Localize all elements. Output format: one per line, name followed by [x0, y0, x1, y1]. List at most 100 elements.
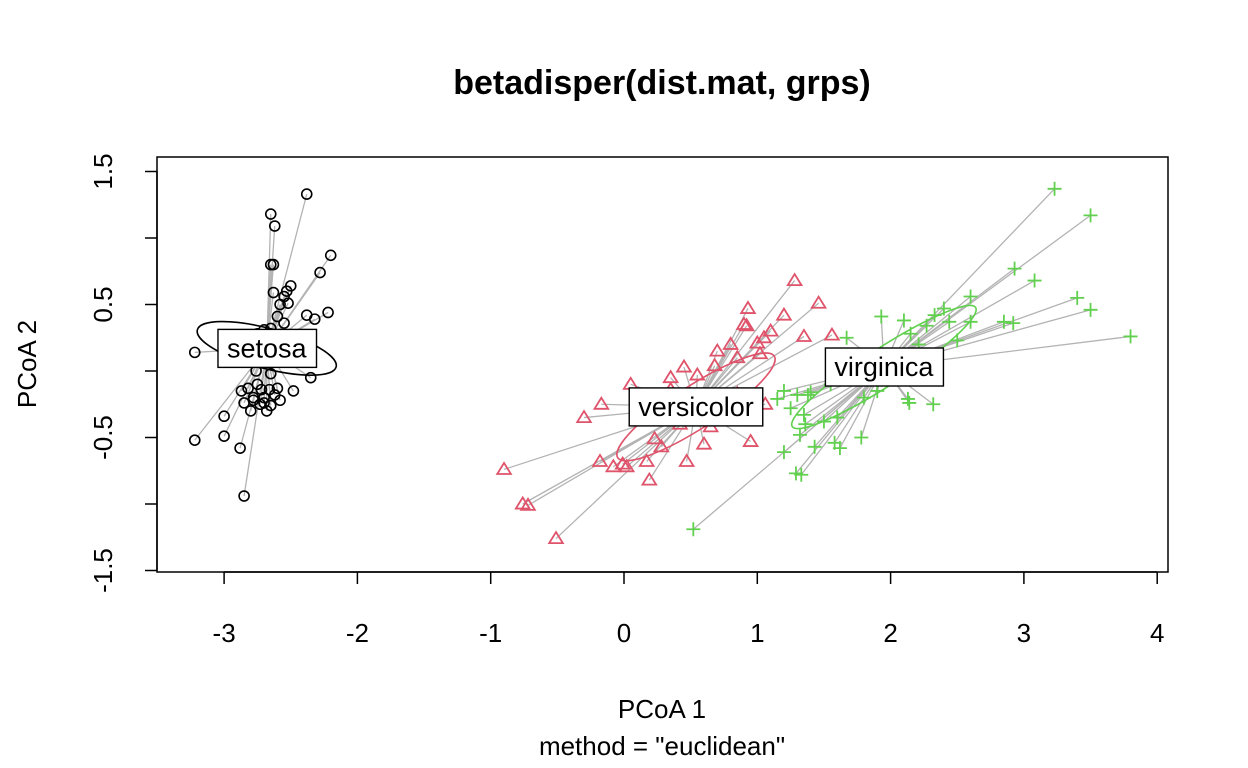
- point-versicolor: [722, 336, 740, 350]
- point-versicolor: [591, 453, 609, 467]
- point-setosa: [255, 383, 268, 396]
- group-label-box: [217, 328, 318, 369]
- point-setosa: [235, 385, 248, 397]
- centroid-segments: [194, 188, 1131, 540]
- point-setosa: [264, 367, 277, 380]
- point-virginica: [1123, 329, 1138, 344]
- point-virginica: [963, 314, 978, 329]
- point-versicolor: [662, 369, 680, 384]
- point-virginica: [936, 301, 951, 316]
- point-setosa: [244, 405, 257, 417]
- y-tick-label: -1.5: [88, 548, 118, 593]
- point-virginica: [790, 387, 805, 402]
- point-versicolor: [706, 357, 724, 372]
- point-versicolor: [755, 329, 773, 344]
- point-virginica: [942, 314, 957, 329]
- group-label-text: setosa: [227, 333, 308, 363]
- point-virginica: [927, 308, 942, 323]
- x-tick-label: 0: [617, 618, 631, 648]
- y-tick-label: 0.5: [88, 286, 118, 322]
- point-virginica: [807, 439, 822, 454]
- point-versicolor: [592, 396, 610, 410]
- point-virginica: [830, 410, 845, 425]
- point-virginica: [1070, 290, 1085, 305]
- point-virginica: [776, 383, 791, 398]
- point-virginica: [783, 401, 798, 416]
- point-virginica: [1027, 273, 1042, 288]
- point-versicolor: [762, 322, 780, 337]
- x-tick-label: 2: [883, 618, 897, 648]
- point-versicolor: [638, 453, 656, 467]
- point-virginica: [856, 390, 871, 405]
- point-versicolor: [646, 430, 664, 445]
- point-virginica: [963, 289, 978, 304]
- point-virginica: [794, 467, 809, 482]
- point-virginica: [1083, 208, 1098, 223]
- point-virginica: [686, 522, 701, 537]
- x-axis: -3 -2 -1 0 1 2 3 4: [213, 571, 1164, 648]
- point-setosa: [238, 490, 250, 502]
- y-tick-label: 1.5: [88, 153, 118, 189]
- y-axis-label: PCoA 2: [12, 320, 42, 408]
- point-setosa: [308, 313, 321, 325]
- point-setosa: [271, 310, 284, 323]
- x-tick-label: 4: [1150, 618, 1164, 648]
- group-label-virginica: virginica: [824, 347, 945, 387]
- point-virginica: [854, 430, 869, 445]
- x-tick-label: 1: [750, 618, 764, 648]
- point-virginica: [770, 391, 785, 406]
- point-versicolor: [618, 458, 636, 473]
- group-label-versicolor: versicolor: [628, 387, 764, 427]
- series-setosa: [188, 188, 337, 502]
- point-versicolor: [652, 438, 670, 453]
- x-tick-label: -1: [479, 618, 502, 648]
- point-setosa: [304, 371, 317, 384]
- point-setosa: [188, 346, 201, 359]
- point-virginica: [950, 333, 965, 348]
- point-versicolor: [688, 366, 706, 381]
- point-versicolor: [751, 345, 769, 360]
- x-axis-sublabel: method = "euclidean": [539, 731, 785, 761]
- point-setosa: [218, 410, 230, 423]
- point-virginica: [902, 395, 917, 410]
- point-versicolor: [742, 433, 760, 447]
- point-virginica: [1047, 181, 1062, 196]
- point-setosa: [314, 266, 326, 279]
- segment-setosa: [266, 193, 308, 349]
- point-setosa: [267, 286, 280, 299]
- group-label-setosa: setosa: [217, 328, 318, 369]
- point-virginica: [1007, 261, 1022, 276]
- point-setosa: [234, 442, 246, 454]
- point-setosa: [268, 220, 281, 232]
- point-versicolor: [810, 294, 828, 309]
- point-virginica: [839, 330, 854, 345]
- point-versicolor: [519, 497, 537, 511]
- point-setosa: [282, 297, 294, 309]
- y-axis: -1.5 -0.5 0.5 1.5: [88, 153, 158, 593]
- point-versicolor: [823, 326, 841, 341]
- point-versicolor: [728, 349, 746, 364]
- point-virginica: [798, 417, 813, 432]
- plot-area: setosa versicolor virginica: [188, 181, 1138, 545]
- x-tick-label: 3: [1017, 618, 1031, 648]
- point-versicolor: [495, 461, 513, 475]
- point-versicolor: [735, 316, 753, 330]
- x-tick-label: -3: [213, 618, 236, 648]
- point-setosa: [280, 285, 293, 298]
- group-label-box: [628, 387, 764, 427]
- point-setosa: [267, 258, 280, 271]
- point-setosa: [260, 405, 273, 417]
- point-virginica: [896, 313, 911, 328]
- point-setosa: [264, 208, 277, 220]
- point-versicolor: [640, 471, 658, 486]
- point-versicolor: [708, 342, 726, 357]
- point-versicolor: [738, 317, 756, 332]
- point-virginica: [996, 314, 1011, 329]
- point-versicolor: [675, 358, 693, 373]
- point-versicolor: [614, 455, 632, 470]
- group-label-box: [824, 347, 945, 387]
- point-setosa: [238, 397, 250, 409]
- point-setosa: [242, 382, 254, 395]
- point-versicolor: [695, 435, 713, 450]
- point-versicolor: [739, 300, 757, 314]
